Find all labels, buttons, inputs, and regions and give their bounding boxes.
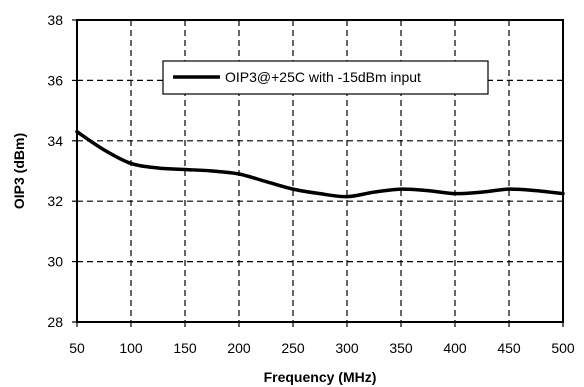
y-tick-label-38: 38 — [47, 12, 63, 28]
legend: OIP3@+25C with -15dBm input — [162, 60, 489, 95]
x-tick-label-400: 400 — [443, 340, 467, 356]
series-layer — [75, 129, 565, 199]
y-tick-label-32: 32 — [47, 193, 63, 209]
x-tick-label-50: 50 — [69, 340, 85, 356]
y-tick-label-36: 36 — [47, 72, 63, 88]
y-tick-label-34: 34 — [47, 133, 63, 149]
y-axis-ticks: 28 30 32 34 36 38 — [47, 12, 77, 330]
x-tick-label-200: 200 — [227, 340, 251, 356]
x-axis-title: Frequency (MHz) — [264, 369, 377, 385]
x-axis-ticks: 50 100 150 200 250 300 350 400 450 500 — [69, 322, 575, 356]
x-tick-label-150: 150 — [173, 340, 197, 356]
x-tick-label-300: 300 — [335, 340, 359, 356]
legend-label: OIP3@+25C with -15dBm input — [225, 69, 421, 85]
series-line-0 — [75, 129, 565, 199]
y-axis-title: OIP3 (dBm) — [11, 133, 27, 209]
x-tick-label-250: 250 — [281, 340, 305, 356]
x-tick-label-450: 450 — [497, 340, 521, 356]
x-tick-label-350: 350 — [389, 340, 413, 356]
y-tick-label-28: 28 — [47, 314, 63, 330]
x-tick-label-500: 500 — [551, 340, 575, 356]
x-tick-label-100: 100 — [119, 340, 143, 356]
plot-area-border — [76, 19, 564, 323]
y-tick-label-30: 30 — [47, 254, 63, 270]
